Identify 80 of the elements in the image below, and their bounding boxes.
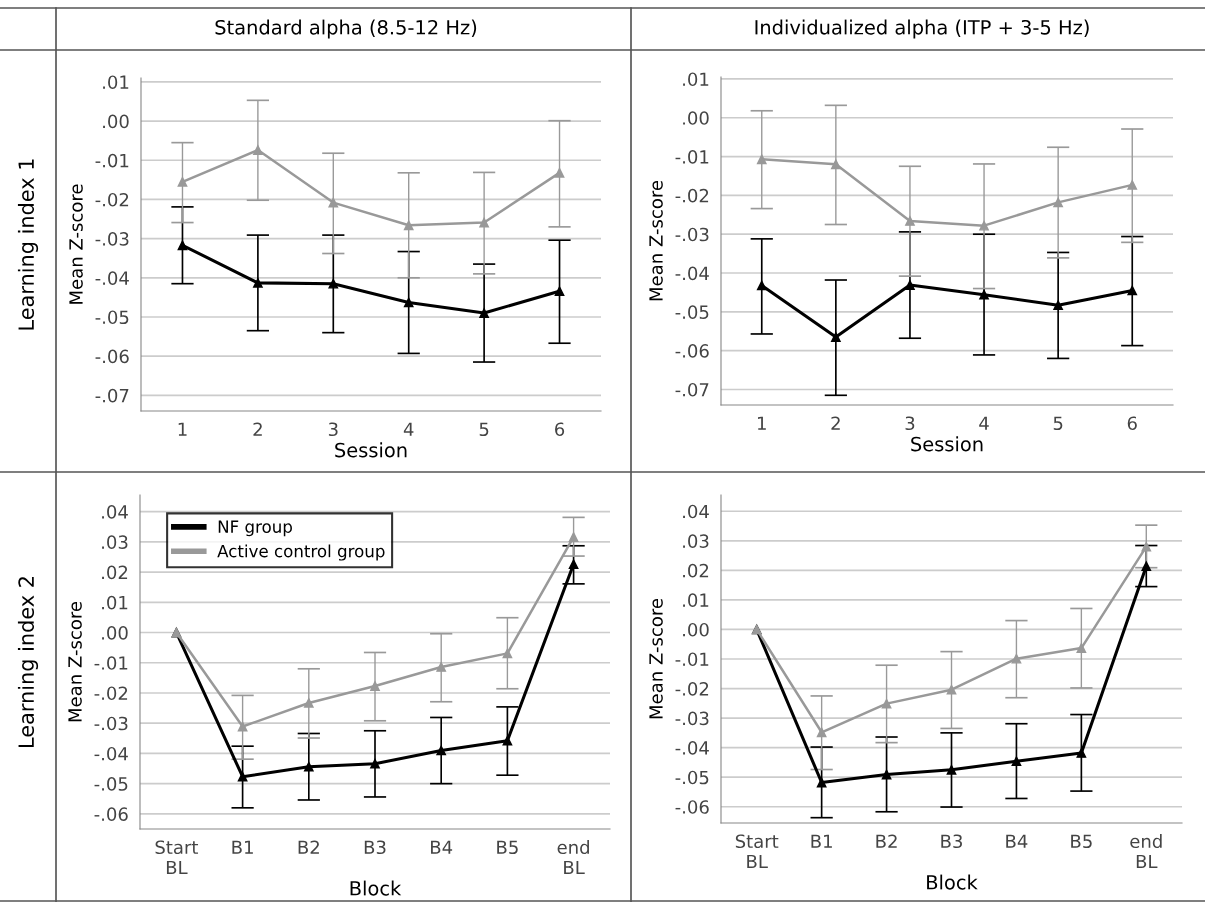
x-tick-label: B4 [431, 840, 453, 854]
y-tick-label: .03 [102, 535, 128, 549]
x-tick-label: 2 [253, 422, 262, 436]
y-tick-label: -.07 [675, 382, 709, 397]
y-tick-label: -.01 [675, 150, 709, 164]
x-tick-label: B3 [941, 834, 962, 849]
x-tick-label: 4 [979, 416, 989, 430]
y-axis-title: Mean Z-score [68, 601, 82, 722]
y-tick-label: -.04 [94, 746, 128, 761]
y-tick-label: -.07 [95, 388, 129, 403]
text: Learning index 2 [17, 577, 39, 747]
x-tick-label: end BL [1130, 834, 1162, 869]
y-tick-label: .01 [683, 593, 709, 608]
y-tick-label: -.02 [675, 188, 709, 203]
y-tick-label: -.04 [675, 741, 709, 755]
y-tick-label: -.01 [94, 656, 128, 670]
x-tick-label: 1 [757, 416, 766, 430]
legend-label: NF group [218, 520, 292, 537]
x-tick-label: B3 [364, 840, 386, 855]
x-axis-title: Session [335, 442, 407, 458]
y-tick-label: -.02 [675, 682, 709, 696]
y-tick-label: -.03 [94, 716, 128, 731]
y-tick-label: .03 [683, 534, 709, 548]
x-tick-label: 5 [479, 422, 489, 437]
y-tick-label: -.02 [95, 192, 129, 207]
y-tick-label: -.04 [95, 271, 129, 285]
y-tick-label: -.06 [95, 349, 129, 364]
x-tick-label: Start BL [735, 834, 779, 869]
text: Learning index 1 [17, 159, 39, 330]
y-tick-label: .00 [683, 622, 709, 637]
x-tick-label: 3 [905, 416, 915, 431]
y-tick-label: .01 [683, 72, 709, 87]
y-tick-label: .01 [102, 595, 128, 610]
x-tick-label: end BL [557, 840, 589, 875]
legend-label: Active control group [217, 544, 385, 561]
y-tick-label: .02 [683, 563, 709, 578]
x-tick-label: B1 [811, 834, 832, 848]
x-tick-label: 3 [328, 422, 338, 437]
x-tick-label: 6 [555, 422, 565, 437]
x-tick-label: 1 [178, 422, 187, 436]
x-tick-label: B5 [497, 840, 518, 855]
y-tick-label: .00 [683, 111, 709, 125]
y-tick-label: -.06 [94, 807, 128, 821]
y-tick-label: -.05 [675, 770, 709, 785]
y-axis-title: Mean Z-score [649, 180, 663, 301]
x-tick-label: 5 [1053, 416, 1063, 431]
y-tick-label: -.02 [94, 686, 128, 701]
x-tick-label: 4 [403, 422, 414, 436]
y-tick-label: -.06 [675, 344, 709, 358]
chart-title: Individualized alpha (ITP + 3-5 Hz) [755, 19, 1089, 39]
y-tick-label: -.05 [94, 777, 128, 791]
x-tick-label: B1 [232, 840, 253, 854]
y-tick-label: -.03 [95, 232, 129, 246]
y-tick-label: .00 [102, 625, 128, 640]
y-tick-label: .04 [102, 505, 128, 519]
x-axis-title: Session [911, 436, 983, 452]
y-tick-label: -.03 [675, 711, 709, 726]
x-tick-label: Start BL [155, 840, 199, 875]
y-tick-label: -.06 [675, 800, 709, 814]
y-tick-label: -.03 [675, 227, 709, 242]
x-tick-label: 6 [1127, 416, 1137, 431]
x-tick-label: B4 [1006, 834, 1028, 848]
y-tick-label: -.01 [675, 652, 709, 667]
y-tick-label: .02 [102, 565, 128, 580]
chart-title: Standard alpha (8.5-12 Hz) [215, 19, 477, 39]
y-tick-label: -.05 [95, 310, 129, 325]
y-axis-title: Mean Z-score [649, 598, 663, 719]
y-tick-label: .00 [103, 114, 129, 129]
x-tick-label: 2 [831, 416, 840, 430]
x-tick-label: B5 [1071, 834, 1092, 849]
y-tick-label: .01 [103, 75, 129, 90]
x-tick-label: B2 [876, 834, 897, 848]
y-tick-label: -.01 [95, 153, 129, 168]
y-tick-label: .04 [683, 504, 709, 519]
y-tick-label: -.05 [675, 305, 709, 319]
y-tick-label: -.04 [675, 266, 709, 281]
y-axis-title: Mean Z-score [69, 184, 83, 304]
x-axis-title: Block [927, 874, 978, 890]
x-axis-title: Block [350, 880, 402, 896]
x-tick-label: B2 [298, 840, 319, 854]
